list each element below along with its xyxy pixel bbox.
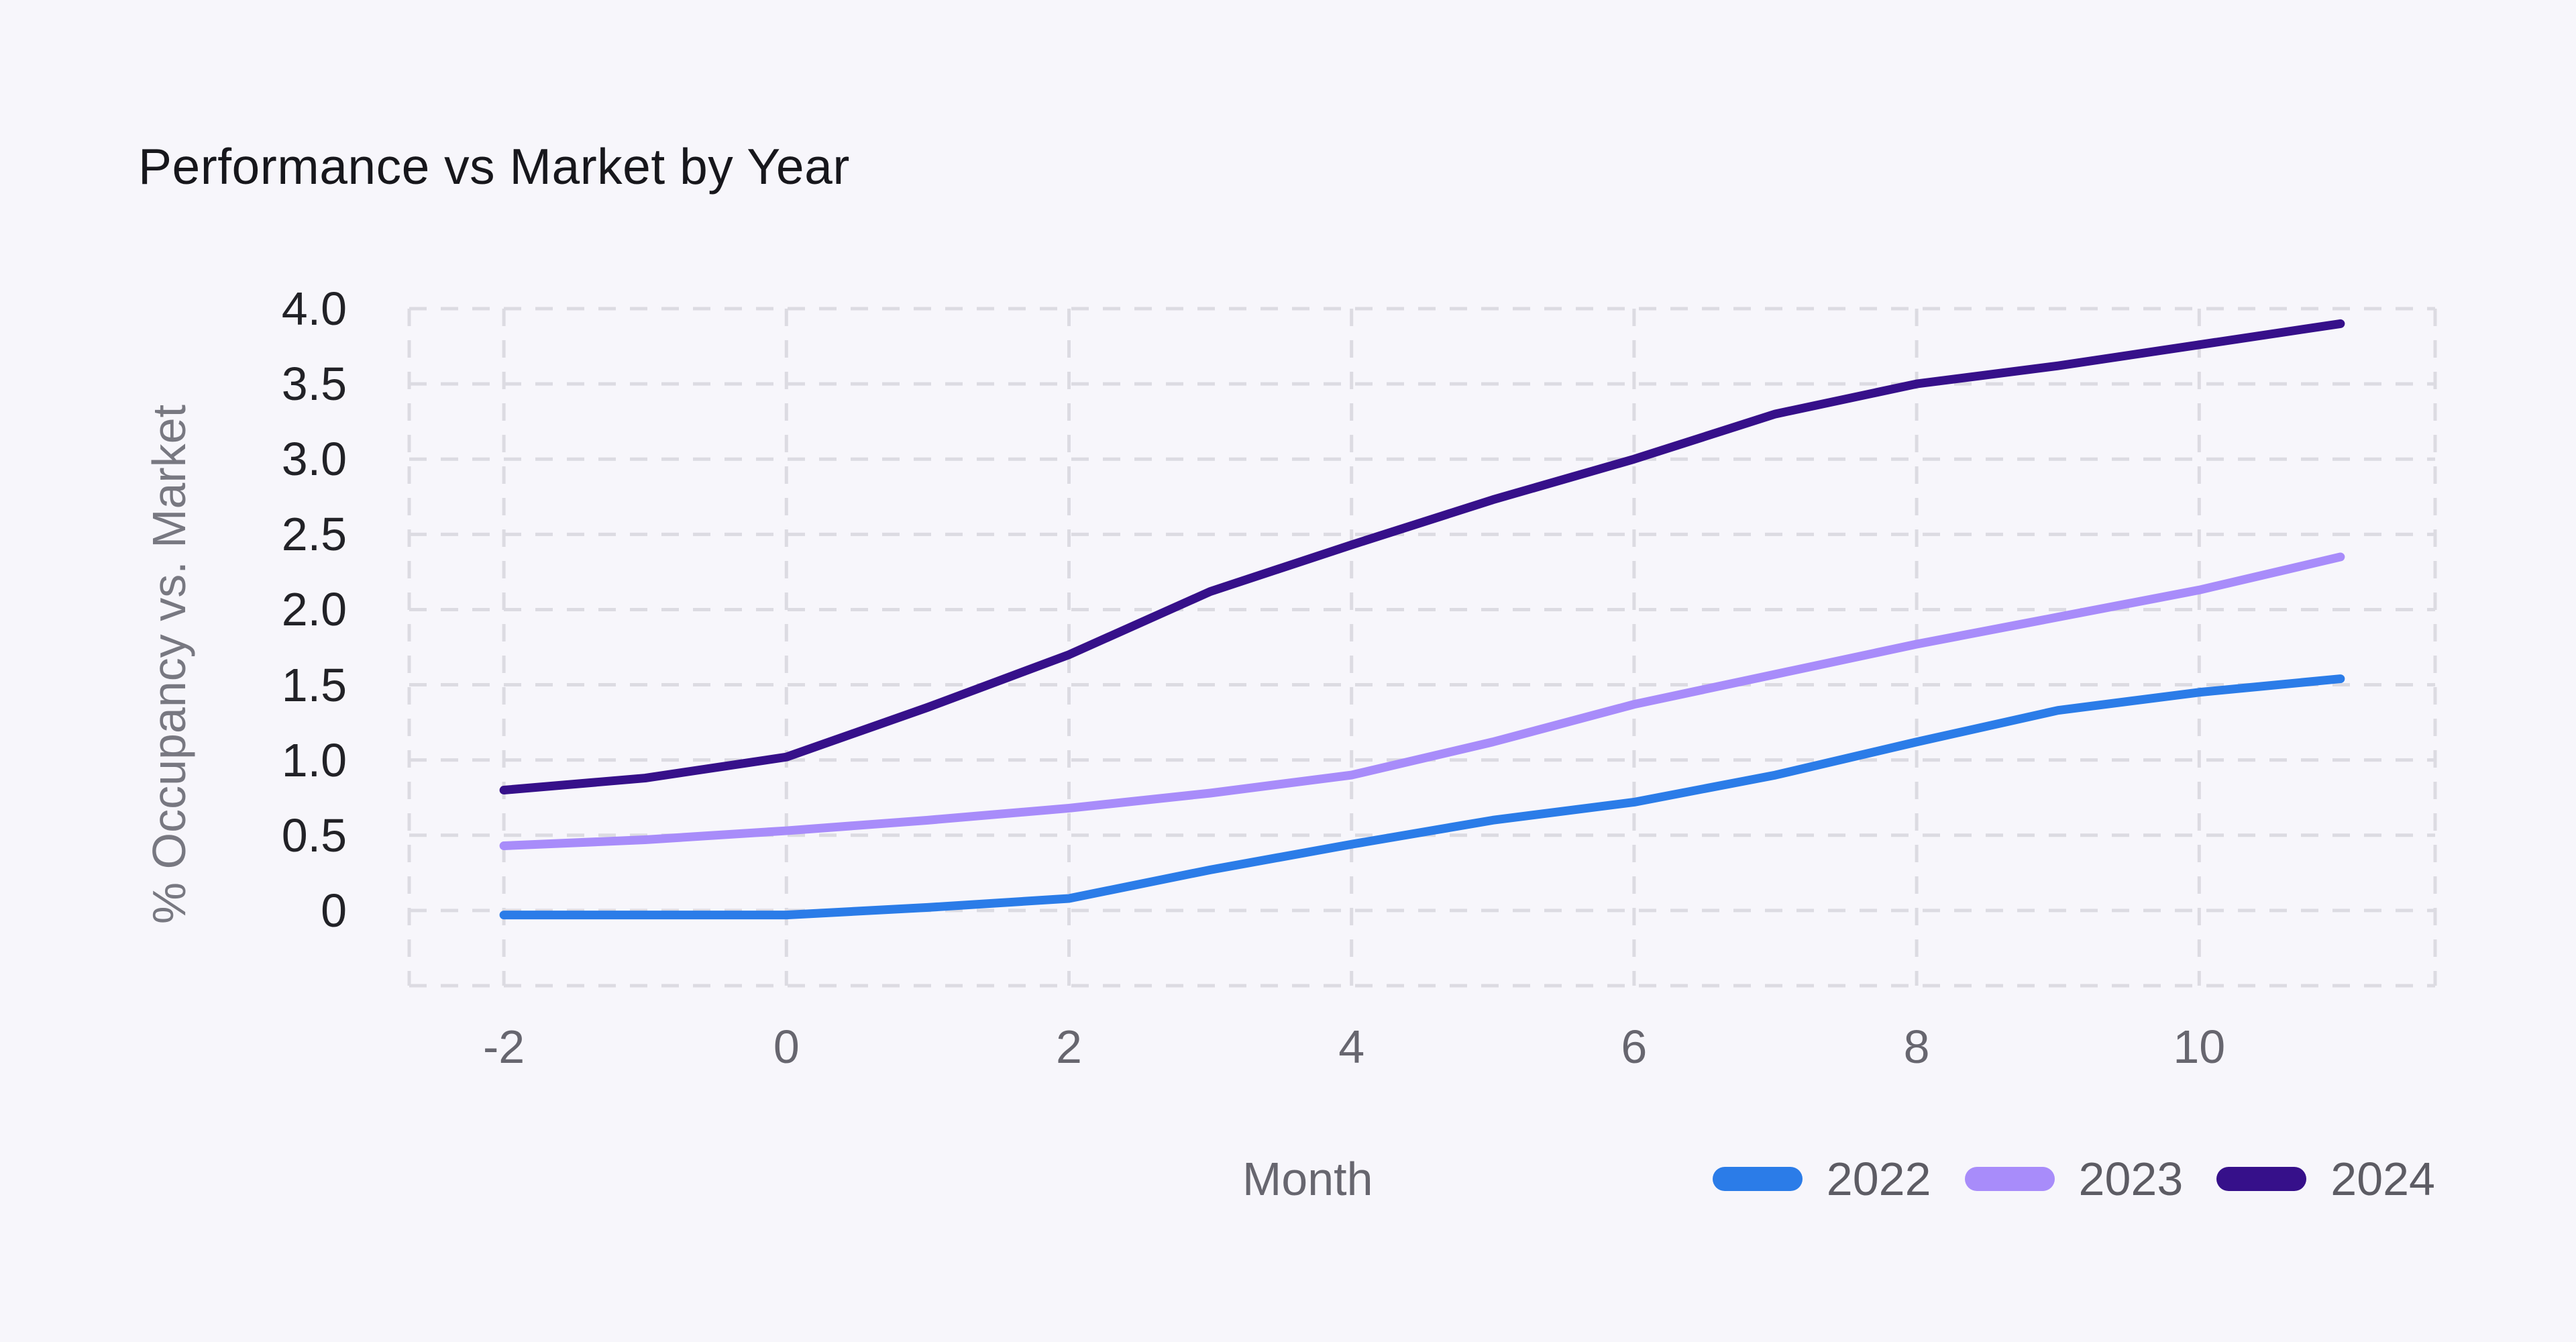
series-line-2023 — [499, 552, 2345, 850]
legend-swatch-2022 — [1712, 1167, 1803, 1191]
y-tick-label: 0.5 — [281, 809, 347, 862]
legend-label-2024: 2024 — [2330, 1153, 2435, 1205]
legend-item-2024[interactable]: 2024 — [2216, 1152, 2435, 1206]
x-tick-label: 10 — [2173, 1021, 2226, 1073]
x-tick-label: -2 — [482, 1021, 525, 1073]
y-tick-label: 3.5 — [281, 358, 347, 411]
x-tick-label: 8 — [1903, 1021, 1930, 1073]
y-tick-label: 4.0 — [281, 282, 347, 335]
legend-item-2022[interactable]: 2022 — [1712, 1152, 1931, 1206]
chart-title: Performance vs Market by Year — [138, 138, 850, 195]
x-tick-label: 6 — [1621, 1021, 1648, 1073]
series-line-2022 — [499, 674, 2345, 920]
legend-swatch-2024 — [2216, 1167, 2307, 1191]
legend-label-2022: 2022 — [1826, 1153, 1931, 1205]
x-tick-label: 0 — [773, 1021, 800, 1073]
y-tick-label: 1.5 — [281, 658, 347, 711]
series-line-2024 — [499, 319, 2345, 795]
legend-swatch-2023 — [1964, 1167, 2055, 1191]
x-tick-label: 2 — [1056, 1021, 1082, 1073]
legend-label-2023: 2023 — [2078, 1153, 2184, 1205]
x-axis-title: Month — [1242, 1153, 1373, 1205]
legend-item-2023[interactable]: 2023 — [1964, 1152, 2184, 1206]
legend: 2022 2023 2024 — [1712, 1152, 2435, 1206]
y-tick-label: 2.5 — [281, 508, 347, 561]
y-tick-label: 3.0 — [281, 433, 347, 486]
y-tick-label: 0 — [321, 884, 347, 937]
y-tick-label: 1.0 — [281, 733, 347, 786]
x-tick-label: 4 — [1338, 1021, 1365, 1073]
y-tick-label: 2.0 — [281, 583, 347, 636]
